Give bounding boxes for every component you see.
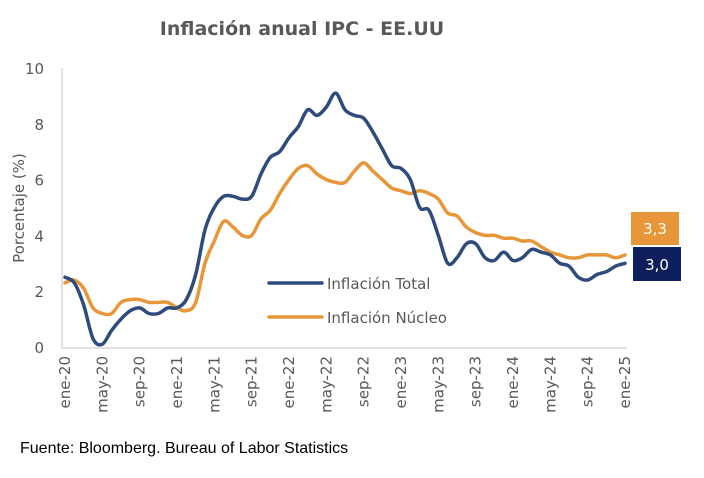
x-tick-label: sep-22: [355, 356, 373, 407]
callout-total-box: [633, 247, 681, 281]
legend: Inflación Total Inflación Núcleo: [267, 275, 447, 327]
x-tick-label: ene-20: [56, 356, 74, 408]
series-line-inflacion-nucleo: [63, 161, 627, 317]
x-tick-label: ene-23: [392, 356, 410, 408]
y-tick-label: 2: [34, 283, 44, 301]
x-tick-label: may-21: [205, 356, 223, 413]
callout-total-value: 3,0: [645, 256, 669, 274]
x-tick-label: may-22: [317, 356, 335, 413]
callout-core-box: [631, 212, 679, 245]
y-tick-label: 10: [25, 60, 44, 78]
callout-core-value: 3,3: [643, 220, 667, 238]
y-tick-labels: 0 2 4 6 8 10: [25, 60, 44, 357]
source-note: Fuente: Bloomberg. Bureau of Labor Stati…: [20, 440, 349, 457]
y-tick-label: 6: [34, 172, 44, 190]
y-tick-label: 4: [34, 227, 44, 245]
series-line-inflacion-total: [63, 91, 627, 347]
legend-label-total: Inflación Total: [327, 275, 430, 293]
x-tick-label: sep-24: [579, 356, 597, 407]
series-lines: [63, 91, 627, 347]
x-tick-labels: ene-20 may-20 sep-20 ene-21 may-21 sep-21 ene-…: [56, 356, 634, 413]
chart-title: Inflación anual IPC - EE.UU: [160, 18, 444, 40]
x-tick-label: ene-25: [616, 356, 634, 408]
y-axis-label: Porcentaje (%): [10, 153, 28, 263]
y-tick-label: 0: [34, 339, 44, 357]
x-tick-label: may-23: [429, 356, 447, 413]
legend-label-core: Inflación Núcleo: [327, 309, 447, 327]
x-tick-label: sep-20: [131, 356, 149, 407]
x-tick-label: may-24: [541, 356, 559, 413]
x-tick-label: may-20: [93, 356, 111, 413]
end-value-callouts: 3,3 3,0: [631, 212, 681, 281]
x-tick-label: ene-22: [280, 356, 298, 408]
x-tick-label: sep-21: [243, 356, 261, 407]
x-tick-label: sep-23: [467, 356, 485, 407]
y-tick-label: 8: [34, 116, 44, 134]
x-tick-label: ene-21: [168, 356, 186, 408]
x-tick-label: ene-24: [504, 356, 522, 408]
